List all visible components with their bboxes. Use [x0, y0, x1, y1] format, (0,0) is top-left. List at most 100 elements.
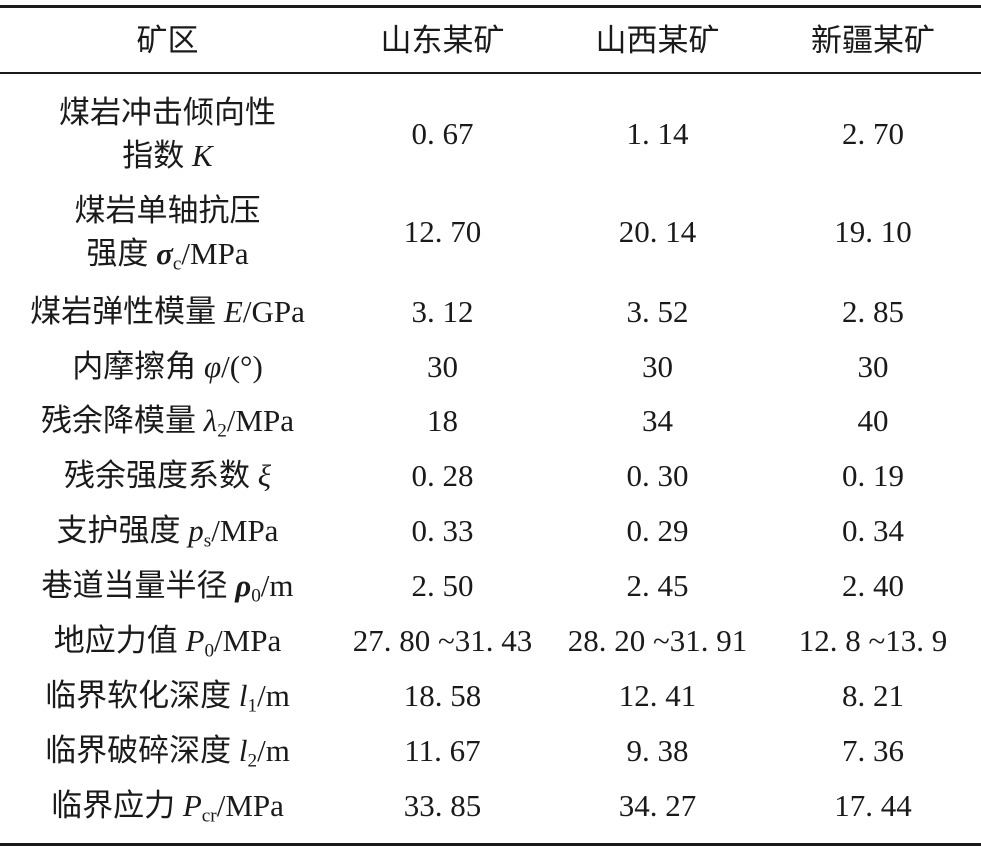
row-label: 临界破碎深度 l2/m: [0, 723, 335, 778]
cell-xinjiang: 2. 85: [842, 293, 904, 329]
label-symbol: ξ: [257, 457, 272, 493]
cell-shandong: 33. 85: [403, 787, 482, 823]
cell-shandong: 27. 80 ~31. 43: [352, 622, 533, 658]
label-text: 临界应力: [51, 787, 183, 823]
label-text: 支护强度: [56, 512, 189, 548]
label-unit: /(°): [221, 348, 263, 384]
label-symbol: E: [223, 293, 243, 329]
table-row: 临界应力 Pcr/MPa 33. 85 34. 27 17. 44: [0, 778, 981, 833]
cell-xinjiang: 30: [857, 348, 889, 384]
label-text: 煤岩弹性模量: [30, 293, 224, 329]
row-label: 地应力值 P0/MPa: [0, 613, 335, 668]
label-text: 临界破碎深度: [45, 732, 239, 768]
table-top-rule: [0, 5, 981, 8]
label-unit: /MPa: [216, 787, 284, 823]
label-unit: /m: [260, 567, 294, 603]
row-label: 巷道当量半径 ρ0/m: [0, 558, 335, 613]
cell-xinjiang: 2. 40: [842, 567, 904, 603]
cell-shandong: 0. 33: [411, 512, 474, 548]
table-header-row: 矿区 山东某矿 山西某矿 新疆某矿: [0, 13, 981, 68]
label-symbol: P: [185, 622, 205, 658]
table-header-rule: [0, 72, 981, 74]
label-symbol: λ: [203, 402, 218, 438]
table-row: 煤岩弹性模量 E/GPa 3. 12 3. 52 2. 85: [0, 284, 981, 339]
cell-shanxi: 20. 14: [618, 214, 697, 249]
label-symbol: σ: [156, 236, 173, 271]
cell-shanxi: 2. 45: [626, 567, 689, 603]
cell-xinjiang: 0. 19: [842, 457, 904, 493]
cell-shandong: 2. 50: [411, 567, 474, 603]
label-unit: /m: [257, 677, 290, 713]
label-subscript: 1: [247, 694, 258, 716]
label-line2: 强度 σc/MPa: [0, 232, 335, 275]
table-row: 煤岩冲击倾向性 指数 K 0. 67 1. 14 2. 70: [0, 85, 981, 183]
label-line1: 煤岩冲击倾向性: [59, 94, 276, 130]
table-row: 煤岩单轴抗压 强度 σc/MPa 12. 70 20. 14 19. 10: [0, 183, 981, 281]
table-row: 内摩擦角 φ/(°) 30 30 30: [0, 339, 981, 394]
cell-shandong: 11. 67: [404, 732, 481, 768]
label-symbol: ρ: [235, 567, 252, 603]
cell-shandong: 0. 67: [411, 115, 474, 151]
cell-xinjiang: 17. 44: [834, 787, 912, 823]
label-text: 指数: [122, 137, 193, 173]
header-shanxi: 山西某矿: [595, 22, 720, 58]
label-symbol: p: [188, 512, 204, 548]
label-symbol: P: [182, 787, 202, 823]
label-text: 巷道当量半径: [41, 567, 236, 603]
label-subscript: c: [172, 253, 182, 275]
label-subscript: cr: [201, 804, 217, 826]
label-subscript: 2: [247, 749, 258, 771]
cell-xinjiang: 12. 8 ~13. 9: [798, 622, 948, 658]
cell-shanxi: 28. 20 ~31. 91: [567, 622, 748, 658]
cell-shanxi: 1. 14: [626, 115, 689, 151]
cell-shandong: 18: [427, 402, 458, 438]
label-text: 地应力值: [53, 622, 186, 658]
label-symbol: l: [238, 677, 248, 713]
row-label: 煤岩单轴抗压 强度 σc/MPa: [0, 189, 335, 275]
cell-xinjiang: 0. 34: [842, 512, 904, 548]
label-unit: /m: [257, 732, 290, 768]
cell-xinjiang: 19. 10: [834, 214, 912, 249]
table-row: 临界软化深度 l1/m 18. 58 12. 41 8. 21: [0, 668, 981, 723]
cell-xinjiang: 7. 36: [842, 732, 904, 768]
label-symbol: K: [192, 137, 213, 173]
cell-shanxi: 12. 41: [618, 677, 697, 713]
table-row: 地应力值 P0/MPa 27. 80 ~31. 43 28. 20 ~31. 9…: [0, 613, 981, 668]
row-label: 内摩擦角 φ/(°): [0, 339, 335, 394]
table-row: 临界破碎深度 l2/m 11. 67 9. 38 7. 36: [0, 723, 981, 778]
label-unit: /MPa: [214, 622, 282, 658]
row-label: 临界软化深度 l1/m: [0, 668, 335, 723]
cell-shanxi: 3. 52: [626, 293, 689, 329]
cell-shandong: 18. 58: [403, 677, 482, 713]
cell-shandong: 0. 28: [411, 457, 474, 493]
header-shandong: 山东某矿: [380, 22, 505, 58]
table-bottom-rule: [0, 843, 981, 846]
label-symbol: φ: [203, 348, 222, 384]
label-line1: 煤岩单轴抗压: [74, 193, 261, 228]
label-unit: /MPa: [181, 236, 249, 271]
label-text: 残余强度系数: [63, 457, 258, 493]
label-unit: /GPa: [242, 293, 305, 329]
cell-xinjiang: 8. 21: [842, 677, 904, 713]
cell-shanxi: 9. 38: [626, 732, 689, 768]
cell-xinjiang: 2. 70: [842, 115, 904, 151]
row-label: 残余强度系数 ξ: [0, 448, 335, 503]
cell-shandong: 3. 12: [411, 293, 474, 329]
table-row: 巷道当量半径 ρ0/m 2. 50 2. 45 2. 40: [0, 558, 981, 613]
label-subscript: s: [203, 529, 212, 551]
table-row: 残余强度系数 ξ 0. 28 0. 30 0. 19: [0, 448, 981, 503]
label-unit: /MPa: [226, 402, 294, 438]
cell-shandong: 30: [427, 348, 458, 384]
label-text: 残余降模量: [41, 402, 204, 438]
table-row: 残余降模量 λ2/MPa 18 34 40: [0, 393, 981, 448]
label-subscript: 2: [217, 419, 227, 441]
header-mine-area: 矿区: [136, 22, 199, 58]
label-text: 内摩擦角: [72, 348, 204, 384]
label-symbol: l: [238, 732, 248, 768]
table-row: 支护强度 ps/MPa 0. 33 0. 29 0. 34: [0, 503, 981, 558]
label-unit: /MPa: [211, 512, 279, 548]
cell-shanxi: 30: [642, 348, 673, 384]
cell-shandong: 12. 70: [403, 214, 482, 249]
row-label: 残余降模量 λ2/MPa: [0, 393, 335, 448]
row-label: 煤岩弹性模量 E/GPa: [0, 284, 335, 339]
